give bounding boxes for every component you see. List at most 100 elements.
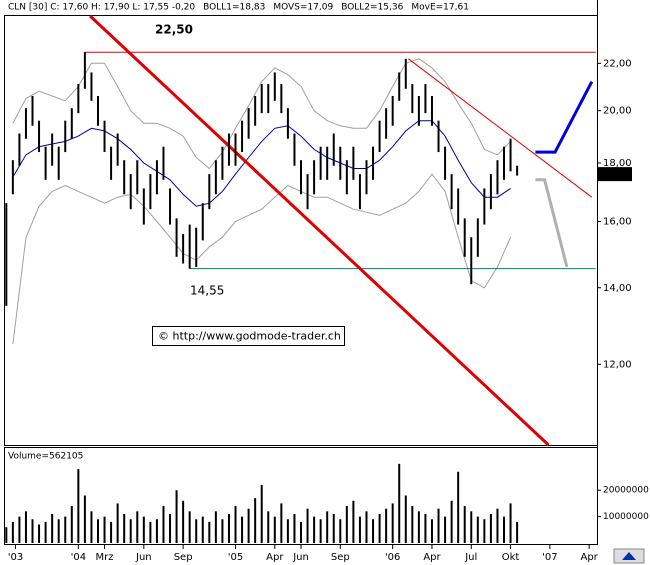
- overlay-line: [12, 173, 512, 345]
- overlay-line: [12, 120, 511, 207]
- volume-bar: [51, 513, 54, 543]
- volume-bar: [450, 500, 453, 543]
- header-text: MovE=17,61: [411, 3, 469, 13]
- volume-bar: [195, 519, 198, 543]
- volume-bar: [332, 513, 335, 543]
- x-tick-label: Okt: [502, 552, 520, 563]
- x-tick-label: Apr: [580, 552, 598, 563]
- volume-bar: [483, 519, 486, 543]
- x-tick-label: Apr: [423, 552, 441, 563]
- volume-bar: [110, 521, 113, 543]
- x-tick-label: Apr: [266, 552, 284, 563]
- volume-bar: [254, 498, 257, 543]
- volume-bar: [11, 521, 14, 543]
- header-text: BOLL2=15,36: [341, 3, 403, 13]
- volume-bar: [188, 511, 191, 543]
- volume-bar: [496, 508, 499, 543]
- volume-bar: [57, 519, 60, 543]
- volume-bar: [221, 519, 224, 543]
- volume-bar: [267, 511, 270, 543]
- volume-bar: [234, 506, 237, 543]
- volume-bar: [241, 516, 244, 543]
- header-text: MOVS=17,09: [273, 3, 333, 13]
- volume-bar: [391, 503, 394, 543]
- volume-bar: [437, 508, 440, 543]
- volume-bar: [339, 519, 342, 543]
- volume-bar: [476, 516, 479, 543]
- x-tick-label: Sep: [174, 552, 193, 563]
- volume-bar: [103, 516, 106, 543]
- volume-bar: [286, 519, 289, 543]
- volume-bar: [280, 503, 283, 543]
- x-tick-label: '03: [8, 552, 23, 563]
- x-tick-label: Jun: [135, 552, 152, 563]
- volume-bar: [31, 519, 34, 543]
- y-tick-label: 18,00: [603, 158, 632, 169]
- volume-bar: [306, 508, 309, 543]
- volume-bar: [162, 506, 165, 543]
- volume-bar: [516, 521, 519, 543]
- volume-bar: [417, 511, 420, 543]
- header-text: CLN [30] C: 17,60 H: 17,90 L: 17,55 -0,2…: [8, 3, 195, 13]
- volume-bar: [424, 513, 427, 543]
- overlay-line: [408, 58, 593, 198]
- volume-title: Volume=562105: [8, 452, 83, 462]
- y-tick-label: 10000000: [603, 512, 649, 522]
- volume-bar: [182, 500, 185, 543]
- x-tick-label: Jul: [464, 552, 477, 563]
- y-tick-label: 16,00: [603, 216, 632, 227]
- overlay-line: [89, 14, 550, 447]
- volume-bar: [411, 506, 414, 543]
- volume-bar: [90, 511, 93, 543]
- x-tick-label: Jun: [292, 552, 309, 563]
- volume-bar: [293, 513, 296, 543]
- x-tick-label: Sep: [331, 552, 350, 563]
- volume-bar: [378, 513, 381, 543]
- volume-bar: [313, 516, 316, 543]
- volume-bar: [398, 463, 401, 543]
- copyright-box: [152, 326, 345, 346]
- header-text: BOLL1=18,83: [203, 3, 265, 13]
- last-price-box: [598, 167, 632, 182]
- annotation: © http://www.godmode-trader.ch: [158, 330, 341, 343]
- x-tick-label: Mrz: [96, 552, 114, 563]
- volume-bar: [123, 513, 126, 543]
- volume-bar: [70, 506, 73, 543]
- y-tick-label: 12,00: [603, 359, 632, 370]
- y-tick-label: 22,00: [603, 58, 632, 69]
- volume-bar: [385, 508, 388, 543]
- volume-bar: [247, 508, 250, 543]
- volume-bar: [273, 516, 276, 543]
- volume-bar: [175, 490, 178, 543]
- y-tick-label: 20000000: [603, 486, 649, 496]
- volume-bar: [509, 503, 512, 543]
- nav-icon: [622, 552, 636, 560]
- volume-bar: [300, 521, 302, 543]
- volume-bar: [365, 511, 368, 543]
- x-tick-label: '06: [385, 552, 400, 563]
- volume-bar: [149, 521, 152, 543]
- last-price-label: 17,60: [601, 169, 630, 180]
- volume-bar: [352, 500, 355, 543]
- volume-bar: [18, 516, 21, 543]
- y-tick-label: 14,00: [603, 283, 632, 294]
- overlay-line: [12, 58, 511, 170]
- volume-bar: [5, 527, 8, 543]
- overlay-line: [535, 178, 569, 268]
- volume-bar: [470, 511, 473, 543]
- annotation: 14,55: [190, 284, 224, 298]
- volume-bar: [404, 495, 407, 543]
- volume-bar: [44, 521, 47, 543]
- y-tick-label: 20,00: [603, 106, 632, 117]
- volume-bar: [208, 521, 211, 543]
- volume-bar: [345, 506, 348, 543]
- volume-bar: [142, 516, 145, 543]
- volume-bar: [372, 519, 375, 543]
- volume-bar: [136, 511, 139, 543]
- volume-bar: [444, 516, 447, 543]
- volume-bar: [24, 511, 27, 543]
- volume-bar: [96, 519, 99, 543]
